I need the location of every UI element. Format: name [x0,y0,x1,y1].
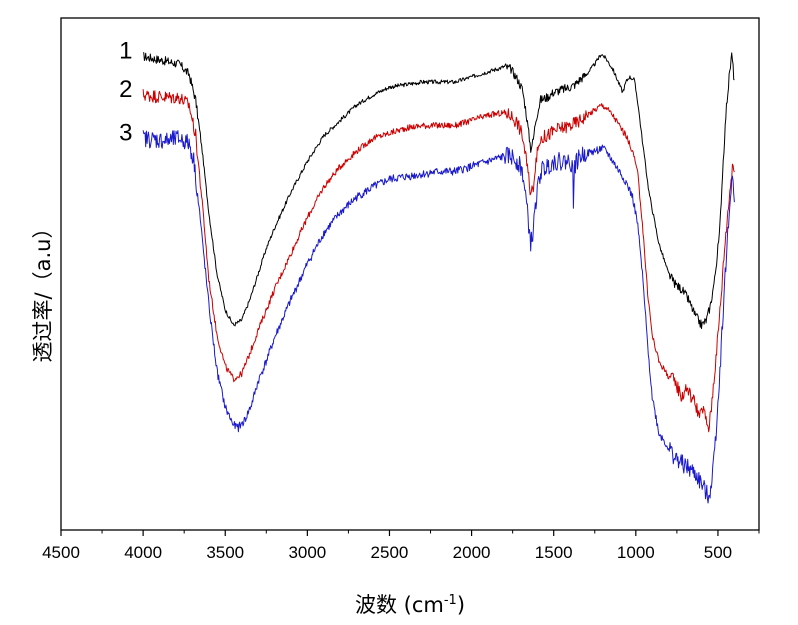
x-tick-label: 500 [704,543,732,562]
x-tick-label: 4500 [42,543,80,562]
y-axis-title: 透过率/（a.u） [31,218,55,363]
series-labels: 1 2 3 [119,37,132,146]
x-tick-label: 4000 [124,543,162,562]
x-tick-label: 2500 [371,543,409,562]
x-axis-ticks: 4500 4000 3500 3000 2500 2000 1500 1000 500 [42,530,760,562]
series-line-1 [143,52,735,330]
series-label-1: 1 [119,37,132,64]
x-axis-title-close: ) [457,593,465,617]
series-label-2: 2 [119,76,132,103]
series-layer [142,52,735,504]
x-tick-label: 2000 [453,543,491,562]
series-line-2 [142,89,735,433]
x-tick-label: 1000 [617,543,655,562]
x-tick-label: 1500 [535,543,573,562]
x-axis-title-main: 波数 (cm [355,593,444,617]
series-line-3 [142,130,735,504]
series-label-3: 3 [119,119,132,146]
x-tick-label: 3500 [206,543,244,562]
x-axis-title-superscript: -1 [444,593,457,608]
x-tick-label: 3000 [288,543,326,562]
x-axis-title: 波数 (cm-1) [355,593,465,617]
